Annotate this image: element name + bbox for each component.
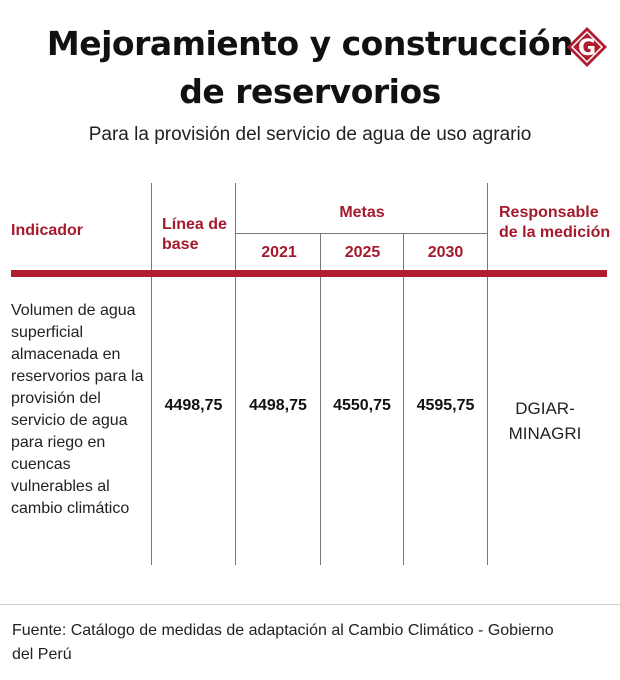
subtitle: Para la provisión del servicio de agua d… [88, 124, 532, 145]
header-year-2025: 2025 [344, 244, 381, 261]
title-line-1: Mejoramiento y construcción [46, 24, 574, 63]
page-title: Mejoramiento y construcción de reservori… [40, 20, 580, 116]
divider-col-5 [487, 183, 488, 565]
brand-logo: G [567, 27, 607, 67]
header-separator-bar [11, 270, 607, 277]
cell-indicador: Volumen de agua superficial almacenada e… [11, 302, 144, 517]
header-year-2030: 2030 [427, 244, 464, 261]
cell-linea-base: 4498,75 [164, 397, 223, 414]
cell-meta-2021: 4498,75 [249, 397, 307, 414]
cell-responsable: DGIAR-MINAGRI [508, 399, 582, 443]
cell-meta-2030: 4595,75 [416, 397, 475, 414]
divider-col-2 [235, 183, 236, 565]
source-note: Fuente: Catálogo de medidas de adaptació… [12, 622, 554, 663]
header-linea-base: Línea de base [162, 216, 227, 253]
header-metas: Metas [339, 204, 385, 221]
header-year-2021: 2021 [261, 244, 297, 261]
cell-meta-2025: 4550,75 [333, 397, 391, 414]
header-responsable: Responsable de la medición [499, 204, 611, 241]
divider-col-1 [151, 183, 152, 565]
footer-divider [0, 604, 620, 605]
metas-underline [235, 233, 488, 234]
title-line-2: de reservorios [179, 72, 441, 111]
logo-letter: G [578, 36, 596, 61]
header-indicador: Indicador [11, 222, 84, 239]
divider-col-4 [403, 233, 404, 565]
divider-col-3 [320, 233, 321, 565]
